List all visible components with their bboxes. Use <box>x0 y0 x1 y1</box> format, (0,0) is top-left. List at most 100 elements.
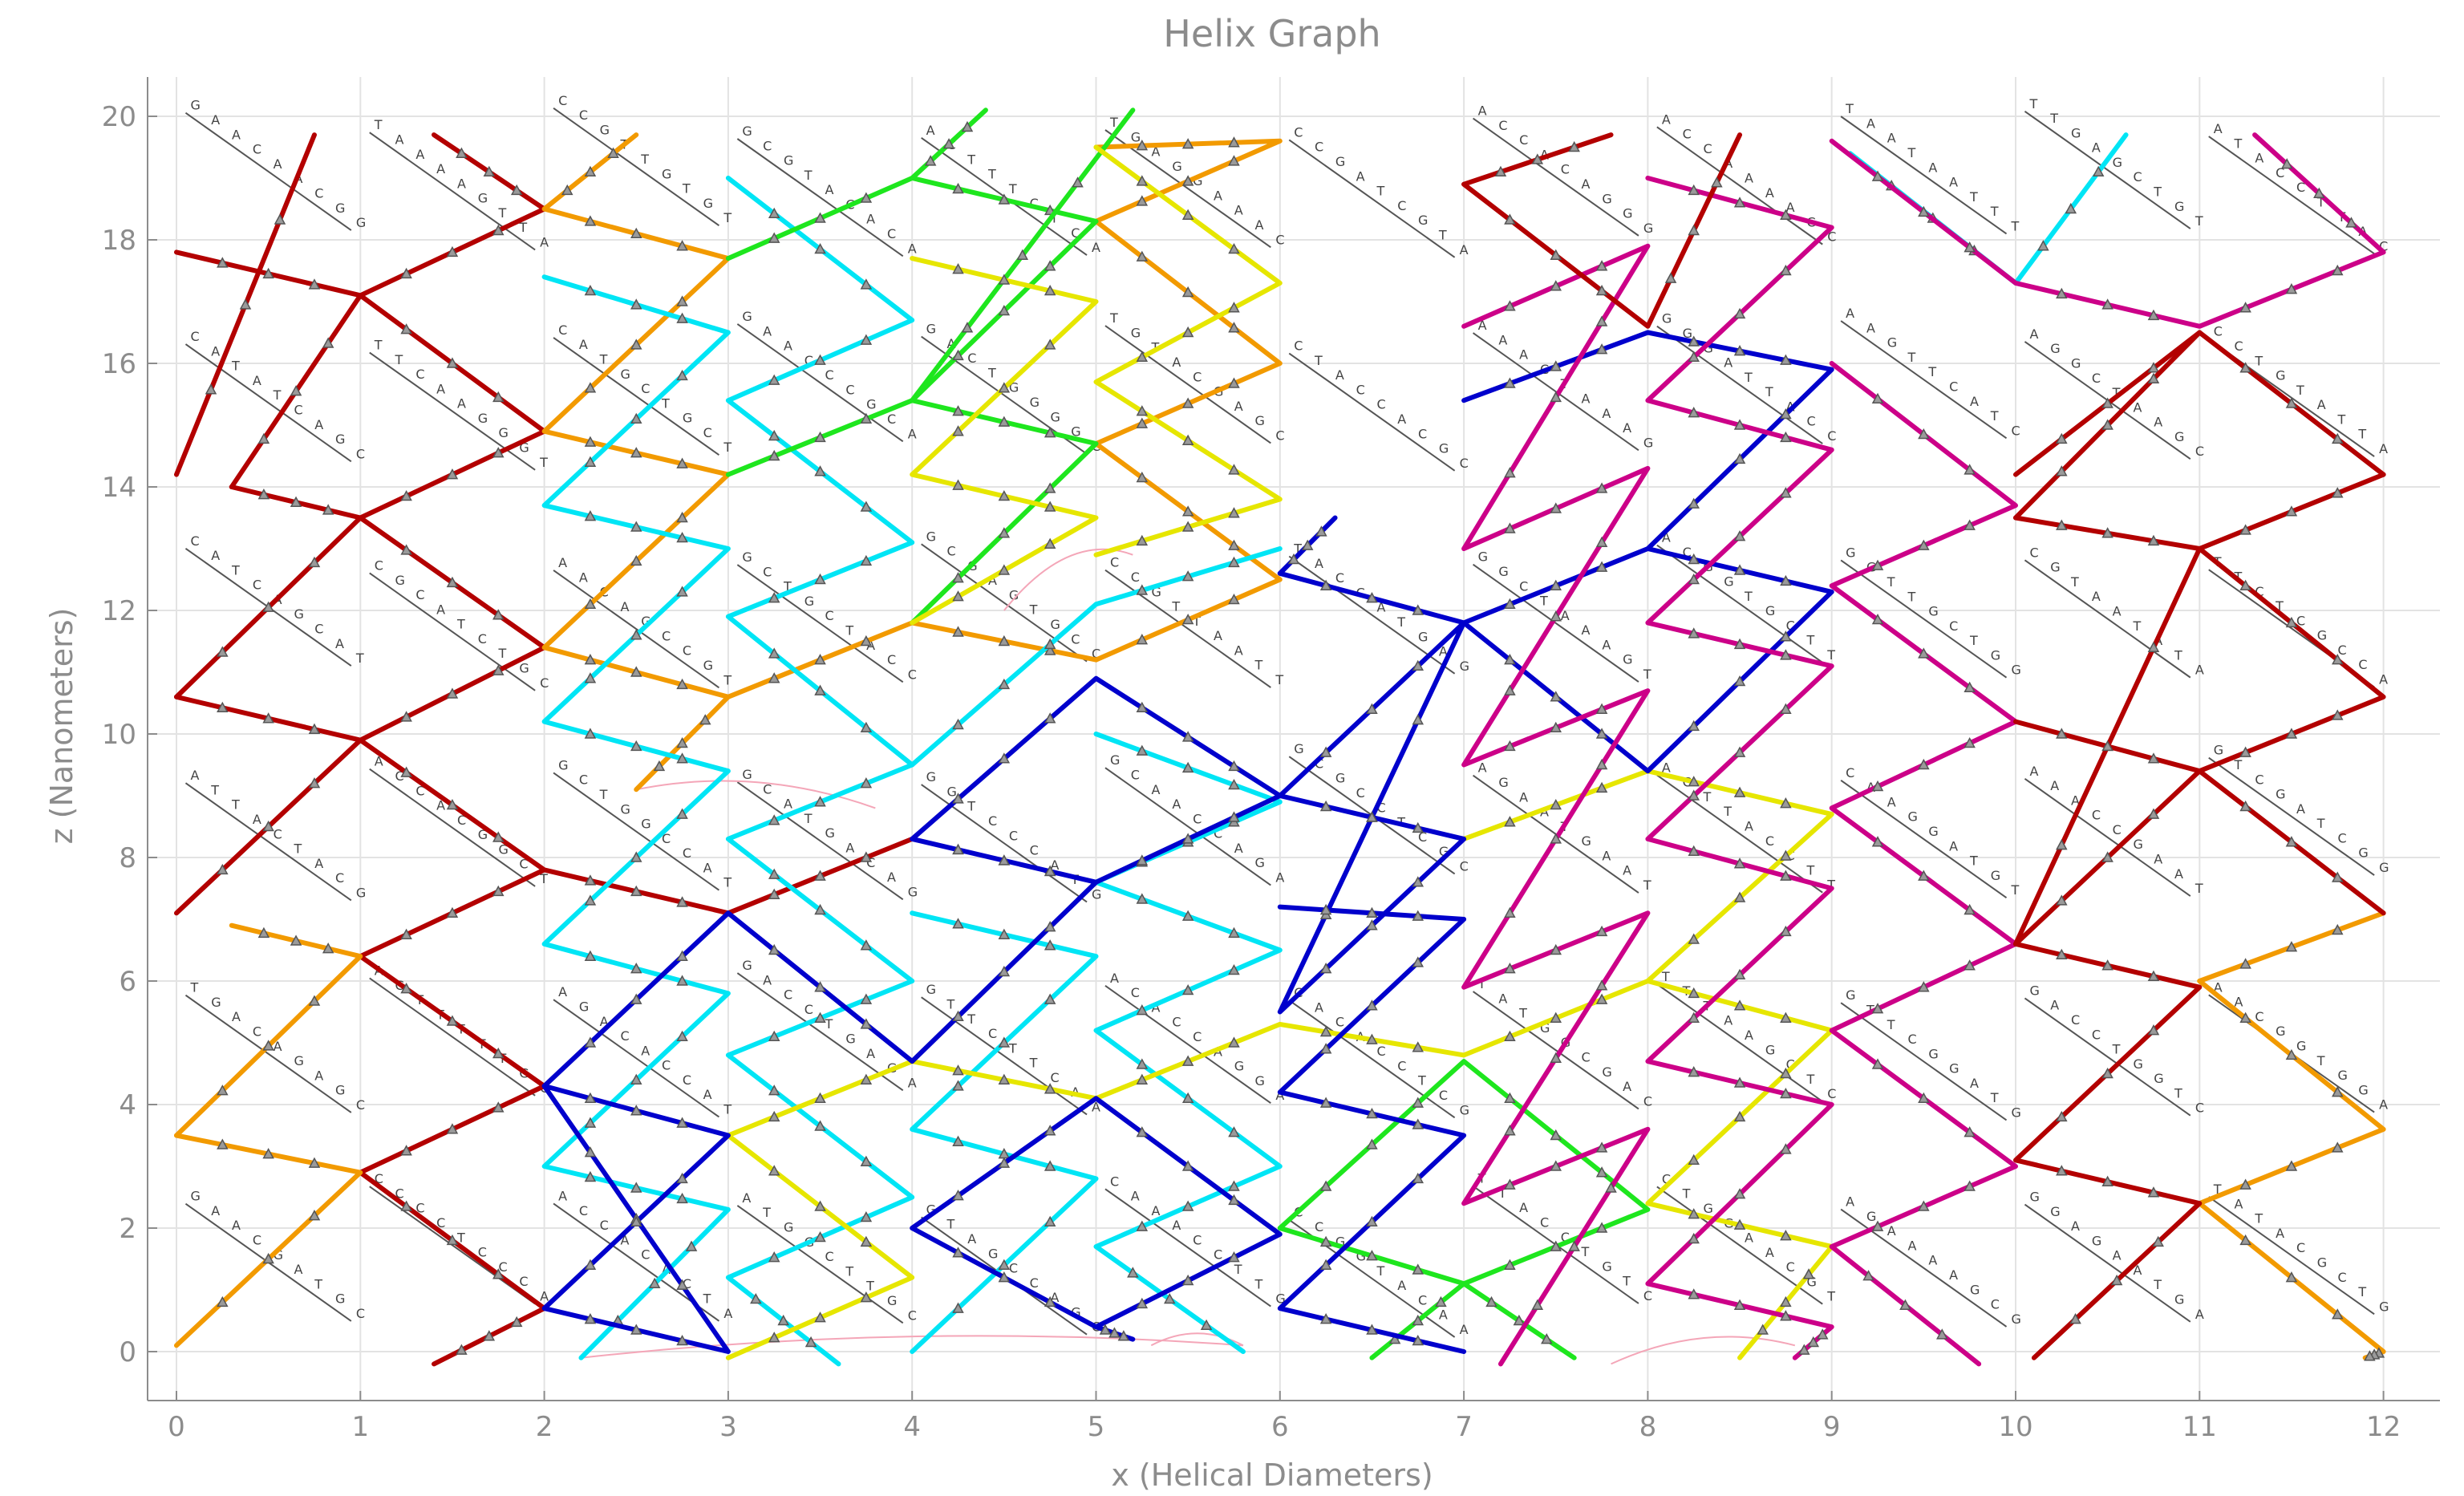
base-marker <box>1688 497 1700 509</box>
base-letter: G <box>804 594 814 609</box>
base-letter: G <box>1928 1046 1938 1061</box>
base-letter: A <box>2379 1097 2388 1113</box>
strand-path <box>2013 515 2386 916</box>
base-letter: C <box>683 845 691 861</box>
base-marker <box>2056 1165 2068 1176</box>
base-letter: A <box>1152 1203 1161 1218</box>
base-marker <box>814 981 826 992</box>
base-marker <box>1780 1087 1792 1099</box>
base-marker <box>1504 300 1516 311</box>
base-letter: C <box>1991 1297 2000 1312</box>
base-marker <box>2147 970 2160 981</box>
base-letter: G <box>2050 560 2060 575</box>
base-marker <box>1780 849 1792 861</box>
base-letter: C <box>2012 423 2020 438</box>
base-letter: C <box>1498 118 1507 133</box>
base-letter: T <box>374 117 383 132</box>
base-letter: C <box>478 1245 487 1260</box>
base-marker <box>1366 906 1378 918</box>
base-marker <box>308 723 321 734</box>
base-marker <box>322 337 334 348</box>
base-letter: A <box>2235 1196 2243 1211</box>
base-letter: G <box>1478 549 1488 565</box>
base-marker <box>1899 1299 1911 1310</box>
base-marker <box>1964 1180 1976 1191</box>
base-letter: C <box>1439 1088 1448 1103</box>
base-marker <box>446 245 459 257</box>
base-marker <box>1862 1270 1874 1281</box>
base-letter: C <box>1092 647 1100 662</box>
base-marker <box>262 1148 274 1159</box>
base-marker <box>217 1295 229 1307</box>
base-letter: T <box>1907 589 1916 604</box>
base-letter: A <box>1214 188 1222 203</box>
x-tick-label: 10 <box>1998 1411 2032 1443</box>
base-marker <box>1688 987 1700 999</box>
base-marker <box>1780 431 1792 443</box>
base-marker <box>584 382 597 393</box>
base-marker <box>1504 598 1516 610</box>
base-marker <box>998 564 1011 575</box>
base-letter: G <box>1050 409 1060 424</box>
base-marker <box>1595 728 1608 739</box>
base-letter: C <box>314 185 323 201</box>
base-marker <box>1181 286 1194 298</box>
base-letter: T <box>314 1276 322 1291</box>
base-letter: A <box>1602 406 1611 421</box>
strand-series <box>358 867 547 959</box>
base-marker <box>768 592 780 603</box>
base-marker <box>2101 527 2113 538</box>
base-marker <box>1504 467 1516 478</box>
base-marker <box>630 963 642 974</box>
base-marker <box>1595 343 1608 355</box>
base-marker <box>860 1210 873 1222</box>
base-marker <box>814 1092 826 1104</box>
x-tick-label: 1 <box>351 1411 369 1443</box>
base-marker <box>768 232 780 243</box>
base-letter: A <box>2092 140 2101 156</box>
base-marker <box>1733 530 1746 541</box>
strand-series <box>1461 132 1614 187</box>
base-letter: G <box>1866 1209 1876 1224</box>
base-letter: T <box>456 1230 465 1245</box>
base-marker <box>1688 573 1700 585</box>
base-marker <box>446 357 459 368</box>
base-letter: G <box>703 196 713 211</box>
base-letter: C <box>314 621 323 636</box>
base-letter: G <box>2174 199 2184 214</box>
base-marker <box>630 554 642 566</box>
base-marker <box>1200 1319 1213 1331</box>
base-marker <box>2239 524 2251 535</box>
base-marker <box>1504 654 1516 665</box>
base-marker <box>952 718 964 730</box>
base-marker <box>1504 963 1516 974</box>
base-marker <box>1688 933 1700 944</box>
base-letter: G <box>1908 809 1918 825</box>
base-marker <box>1688 335 1700 347</box>
base-letter: C <box>1315 756 1323 771</box>
base-marker <box>1595 993 1608 1004</box>
base-marker <box>1366 703 1378 714</box>
base-marker <box>1136 534 1149 546</box>
base-marker <box>952 626 964 637</box>
base-marker <box>2101 851 2113 862</box>
base-letter: C <box>1786 618 1795 633</box>
base-marker <box>2152 1235 2164 1247</box>
base-letter: T <box>518 220 527 235</box>
base-letter: C <box>1110 555 1119 570</box>
base-marker <box>952 1080 964 1091</box>
base-letter: G <box>742 767 752 782</box>
base-letter: T <box>804 811 813 826</box>
base-letter: T <box>845 1263 853 1279</box>
base-marker <box>814 684 826 695</box>
base-letter: G <box>190 1189 200 1204</box>
sequence-strand-line <box>553 999 720 1118</box>
base-letter: T <box>2153 184 2162 199</box>
base-letter: T <box>2275 598 2284 614</box>
base-marker <box>2332 432 2344 444</box>
base-letter: A <box>1602 637 1611 652</box>
base-marker <box>1918 1092 1930 1104</box>
base-marker <box>1733 345 1746 356</box>
